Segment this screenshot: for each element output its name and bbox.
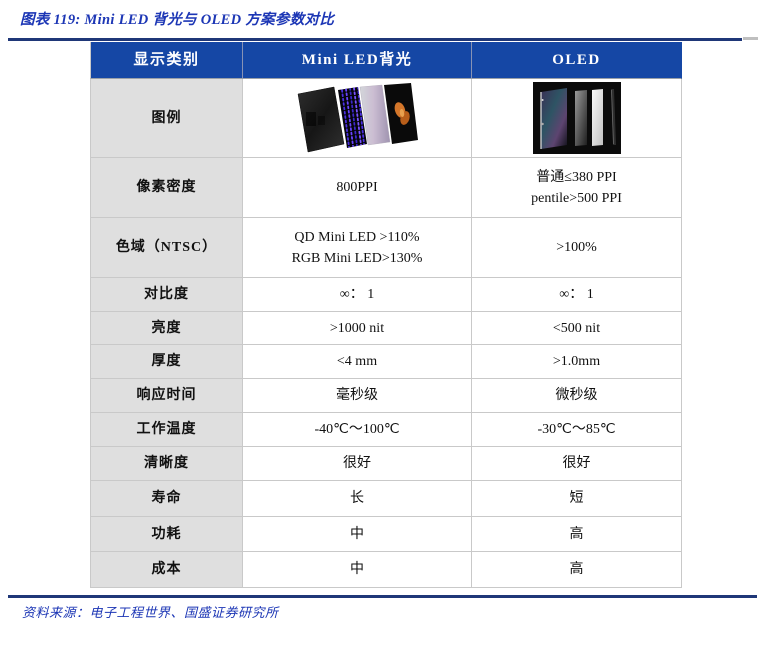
row-label: 响应时间	[90, 379, 243, 413]
cell-oled-value: 高	[472, 552, 682, 588]
cell-oled-value: >100%	[472, 218, 682, 278]
cell-oled-value: 普通≤380 PPI pentile>500 PPI	[472, 158, 682, 218]
row-label: 成本	[90, 552, 243, 588]
cell-oled-value: <500 nit	[472, 312, 682, 345]
oled-layers-image	[472, 79, 682, 158]
row-label: 寿命	[90, 481, 243, 517]
cell-mini-value: 毫秒级	[243, 379, 472, 413]
cell-mini-value: <4 mm	[243, 345, 472, 379]
row-label: 像素密度	[90, 158, 243, 218]
cell-mini-value: >1000 nit	[243, 312, 472, 345]
cell-mini-value: 中	[243, 517, 472, 552]
cell-mini-value: 很好	[243, 447, 472, 481]
cell-mini-value: 中	[243, 552, 472, 588]
row-label: 清晰度	[90, 447, 243, 481]
cell-mini-value: ∞： 1	[243, 278, 472, 312]
cell-oled-value: >1.0mm	[472, 345, 682, 379]
source-note: 资料来源：电子工程世界、国盛证券研究所	[22, 605, 279, 620]
row-label: 厚度	[90, 345, 243, 379]
cell-oled-value: -30℃～85℃	[472, 413, 682, 447]
comparison-table: 显示类别 Mini LED背光 OLED 图例	[90, 42, 682, 588]
title-rule	[8, 38, 742, 41]
cell-mini-value: -40℃～100℃	[243, 413, 472, 447]
row-label: 亮度	[90, 312, 243, 345]
column-header-oled: OLED	[472, 42, 682, 79]
cell-oled-value: 短	[472, 481, 682, 517]
cell-mini-value: QD Mini LED >110% RGB Mini LED>130%	[243, 218, 472, 278]
row-label-legend: 图例	[90, 79, 243, 158]
figure-title: 图表 119: Mini LED 背光与 OLED 方案参数对比	[20, 12, 335, 28]
column-header-miniled: Mini LED背光	[243, 42, 472, 79]
column-header-category: 显示类别	[90, 42, 243, 79]
row-label: 对比度	[90, 278, 243, 312]
cell-oled-value: 高	[472, 517, 682, 552]
cell-mini-value: 长	[243, 481, 472, 517]
title-rule-tail	[743, 37, 758, 40]
cell-oled-value: 微秒级	[472, 379, 682, 413]
cell-oled-value: ∞： 1	[472, 278, 682, 312]
cell-mini-value: 800PPI	[243, 158, 472, 218]
cell-oled-value: 很好	[472, 447, 682, 481]
row-label: 功耗	[90, 517, 243, 552]
row-label: 工作温度	[90, 413, 243, 447]
footer-rule	[8, 595, 757, 598]
row-label: 色域（NTSC）	[90, 218, 243, 278]
mini-led-layers-image	[243, 79, 472, 158]
